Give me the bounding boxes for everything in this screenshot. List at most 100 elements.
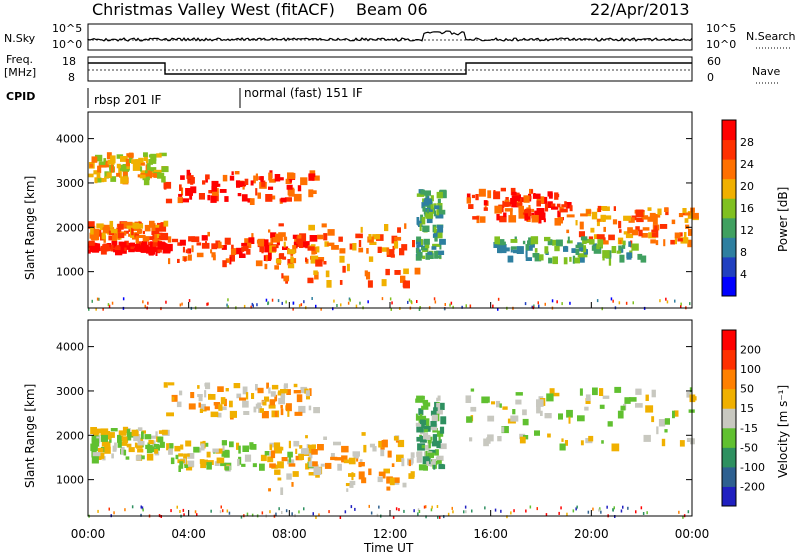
velocity-cell: [100, 428, 109, 436]
power-cell: [146, 163, 151, 171]
power-cell: [317, 234, 324, 240]
power-cell: [499, 244, 507, 252]
power-cell: [655, 240, 659, 246]
power-cell: [433, 297, 436, 301]
velocity-cell: [229, 400, 233, 408]
power-cell: [507, 255, 514, 263]
velocity-cell: [686, 437, 693, 442]
power-cell: [422, 227, 430, 232]
power-cell: [567, 236, 570, 244]
power-cell: [527, 240, 534, 246]
cpid-segment-2: normal (fast) 151 IF: [244, 86, 363, 100]
velocity-cell: [293, 390, 301, 394]
power-cell: [569, 301, 571, 305]
velocity-cell: [522, 409, 527, 416]
power-cell: [431, 246, 437, 250]
power-cell: [339, 255, 345, 263]
freq-right-tick-bottom: 0: [707, 71, 714, 84]
power-cell: [434, 205, 440, 210]
power-cell: [101, 232, 106, 240]
noise-right-tick-bottom: 10^0: [706, 38, 736, 51]
velocity-cell: [269, 451, 271, 456]
velocity-cell: [212, 448, 219, 453]
velocity-cell: [395, 507, 398, 511]
velocity-cell: [223, 450, 230, 458]
velocity-cell: [305, 435, 308, 439]
velocity-cell: [280, 408, 284, 416]
freq-label-1: Freq.: [6, 53, 33, 66]
velocity-cell: [203, 459, 208, 466]
power-cell: [582, 237, 587, 245]
power-cell: [525, 250, 528, 258]
power-colorbar-tick-label: 16: [740, 202, 754, 215]
velocity-cell: [126, 443, 132, 448]
power-cell: [530, 236, 539, 245]
power-cell: [323, 233, 328, 241]
power-cell: [156, 234, 159, 239]
power-cell: [620, 249, 624, 253]
power-cell: [563, 257, 568, 265]
power-cell: [120, 176, 128, 184]
velocity-cell: [337, 463, 342, 471]
velocity-cell: [350, 505, 353, 509]
velocity-cell: [403, 509, 405, 513]
velocity-cell: [283, 383, 288, 389]
velocity-cell: [214, 403, 221, 410]
velocity-cell: [123, 449, 127, 456]
velocity-cell: [278, 507, 280, 511]
power-cell: [119, 164, 125, 172]
velocity-cell: [307, 457, 311, 462]
freq-right-tick-top: 60: [707, 55, 721, 68]
power-cell: [352, 243, 357, 251]
power-cell: [255, 188, 258, 196]
velocity-cell: [122, 426, 129, 434]
velocity-cell: [296, 394, 303, 403]
velocity-cell: [103, 441, 111, 448]
power-cell: [212, 254, 216, 261]
power-cell: [143, 152, 148, 157]
power-cell: [181, 187, 184, 196]
power-cell: [526, 246, 533, 251]
power-cell: [136, 163, 141, 170]
power-cell: [416, 193, 425, 197]
power-cell: [88, 240, 95, 246]
velocity-cell: [536, 399, 544, 407]
velocity-cell: [180, 444, 184, 450]
velocity-cell: [465, 510, 467, 514]
time-axis-label: Time UT: [363, 541, 414, 554]
velocity-cell: [253, 406, 257, 413]
velocity-cell: [465, 395, 472, 403]
power-cell: [303, 300, 305, 304]
power-cell: [267, 302, 269, 306]
velocity-cell: [434, 449, 439, 456]
velocity-cell: [298, 405, 306, 414]
velocity-cell: [113, 511, 115, 515]
velocity-cell: [238, 456, 242, 465]
power-cell: [663, 239, 666, 247]
velocity-cell: [186, 464, 193, 471]
velocity-cell: [510, 415, 519, 422]
power-cell: [325, 270, 330, 278]
cpid-label: CPID: [6, 90, 35, 103]
velocity-cell: [240, 515, 243, 519]
power-cell: [178, 193, 183, 197]
velocity-cell: [295, 448, 298, 454]
power-cell: [575, 248, 580, 255]
velocity-cell: [314, 464, 319, 469]
power-cell: [218, 241, 222, 249]
power-cell: [305, 257, 308, 262]
velocity-cell: [236, 442, 240, 450]
power-cell: [283, 275, 290, 282]
velocity-cell: [437, 515, 439, 519]
time-tick-label: 12:00: [373, 527, 408, 541]
power-cell: [504, 203, 509, 207]
velocity-cell: [146, 447, 153, 454]
power-cell: [108, 235, 113, 241]
power-cell: [218, 245, 224, 249]
power-cell: [96, 172, 101, 179]
power-cell: [417, 239, 424, 247]
power-cell: [179, 303, 182, 307]
power-cell: [229, 254, 235, 262]
power-cell: [186, 169, 191, 176]
freq-label-2: [MHz]: [4, 66, 36, 79]
